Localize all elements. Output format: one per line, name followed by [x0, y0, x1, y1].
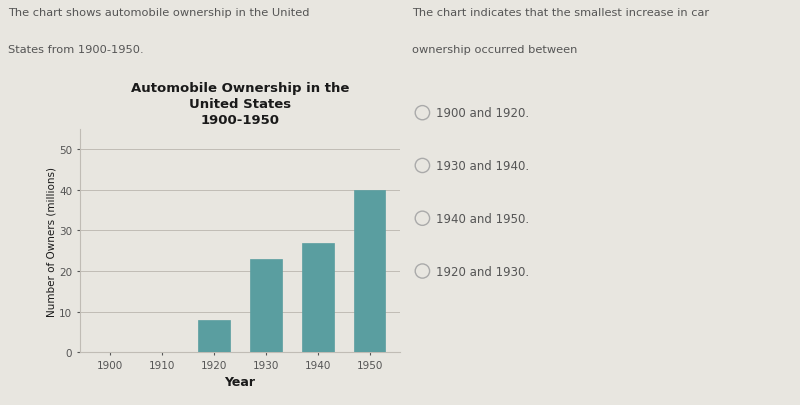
X-axis label: Year: Year	[225, 375, 255, 388]
Text: 1940 and 1950.: 1940 and 1950.	[436, 212, 529, 225]
Text: The chart shows automobile ownership in the United: The chart shows automobile ownership in …	[8, 8, 310, 18]
Text: States from 1900-1950.: States from 1900-1950.	[8, 45, 144, 55]
Text: 1920 and 1930.: 1920 and 1930.	[436, 265, 529, 278]
Y-axis label: Number of Owners (millions): Number of Owners (millions)	[46, 166, 57, 316]
Bar	[302, 243, 334, 352]
Bar	[354, 190, 386, 352]
Text: 1930 and 1940.: 1930 and 1940.	[436, 160, 529, 173]
Bar	[198, 320, 230, 352]
Text: 1900 and 1920.: 1900 and 1920.	[436, 107, 529, 120]
Text: The chart indicates that the smallest increase in car: The chart indicates that the smallest in…	[412, 8, 709, 18]
Bar	[250, 259, 282, 352]
Title: Automobile Ownership in the
United States
1900-1950: Automobile Ownership in the United State…	[131, 82, 349, 127]
Text: ownership occurred between: ownership occurred between	[412, 45, 578, 55]
